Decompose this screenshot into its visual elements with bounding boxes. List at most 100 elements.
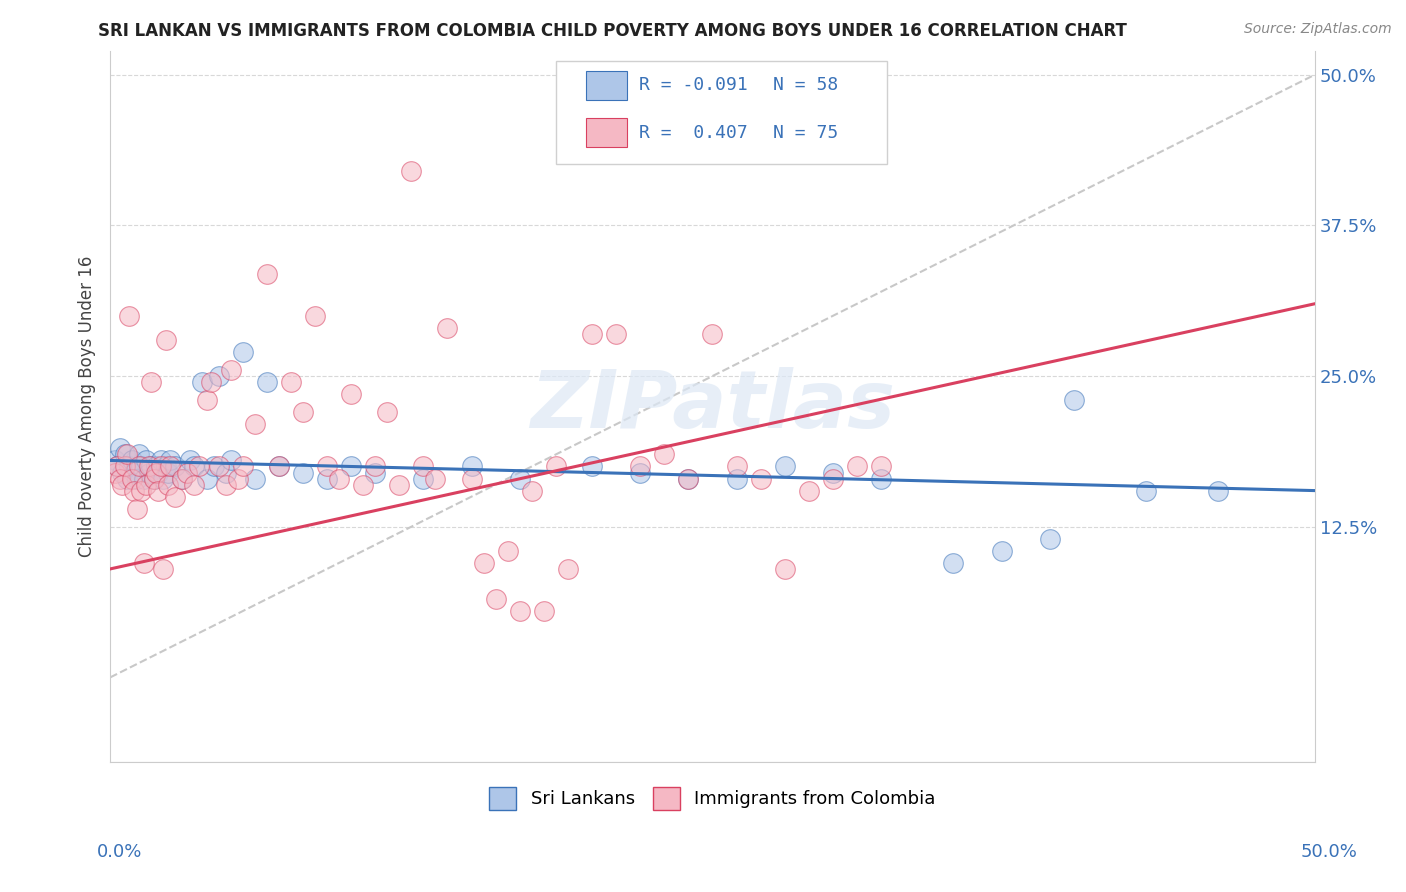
- Point: [138, 466, 160, 480]
- Point: [188, 459, 211, 474]
- Point: [581, 459, 603, 474]
- Point: [190, 375, 212, 389]
- Point: [773, 562, 796, 576]
- Point: [484, 592, 506, 607]
- Point: [1208, 483, 1230, 498]
- Point: [108, 442, 131, 456]
- Point: [232, 345, 254, 359]
- Point: [226, 471, 249, 485]
- Point: [702, 326, 724, 341]
- Point: [104, 453, 127, 467]
- Point: [118, 459, 141, 474]
- Point: [328, 471, 350, 485]
- Text: 50.0%: 50.0%: [1301, 843, 1357, 861]
- Point: [111, 466, 134, 480]
- Text: R = -0.091: R = -0.091: [638, 76, 748, 94]
- Point: [401, 164, 423, 178]
- Point: [135, 453, 157, 467]
- Point: [152, 562, 174, 576]
- Point: [207, 369, 229, 384]
- Point: [195, 471, 218, 485]
- Point: [773, 459, 796, 474]
- Point: [267, 459, 290, 474]
- Point: [195, 393, 218, 408]
- Point: [135, 477, 157, 491]
- Point: [412, 471, 434, 485]
- Point: [121, 471, 143, 485]
- Point: [425, 471, 447, 485]
- Point: [159, 453, 181, 467]
- Point: [148, 483, 170, 498]
- Text: 0.0%: 0.0%: [97, 843, 142, 861]
- Point: [256, 267, 278, 281]
- Point: [460, 459, 482, 474]
- Point: [132, 471, 155, 485]
- Point: [156, 477, 179, 491]
- Point: [155, 459, 177, 474]
- Point: [942, 556, 965, 570]
- Point: [172, 471, 194, 485]
- Point: [148, 466, 170, 480]
- Point: [122, 466, 145, 480]
- Point: [165, 490, 187, 504]
- Point: [990, 544, 1012, 558]
- Point: [364, 466, 387, 480]
- Point: [219, 363, 242, 377]
- Text: Source: ZipAtlas.com: Source: ZipAtlas.com: [1244, 22, 1392, 37]
- Point: [122, 483, 145, 498]
- Point: [267, 459, 290, 474]
- Point: [179, 453, 201, 467]
- Point: [105, 459, 128, 474]
- Point: [533, 604, 555, 618]
- Point: [105, 459, 128, 474]
- Point: [797, 483, 820, 498]
- Point: [155, 333, 177, 347]
- Point: [460, 471, 482, 485]
- Point: [111, 477, 134, 491]
- FancyBboxPatch shape: [586, 70, 627, 100]
- Point: [557, 562, 579, 576]
- Point: [142, 471, 165, 485]
- Point: [280, 375, 302, 389]
- Point: [243, 417, 266, 432]
- Point: [725, 471, 748, 485]
- FancyBboxPatch shape: [555, 62, 887, 164]
- Point: [304, 309, 326, 323]
- Point: [207, 459, 229, 474]
- Point: [749, 471, 772, 485]
- Point: [156, 466, 179, 480]
- Point: [232, 459, 254, 474]
- Point: [128, 459, 150, 474]
- Point: [215, 466, 238, 480]
- Point: [628, 459, 651, 474]
- Point: [152, 471, 174, 485]
- Point: [316, 471, 339, 485]
- Point: [139, 375, 162, 389]
- Point: [821, 471, 844, 485]
- Point: [364, 459, 387, 474]
- Point: [139, 459, 162, 474]
- Point: [159, 459, 181, 474]
- Point: [821, 466, 844, 480]
- Point: [131, 459, 153, 474]
- Point: [149, 459, 172, 474]
- Text: ZIPatlas: ZIPatlas: [530, 368, 896, 445]
- Point: [496, 544, 519, 558]
- Point: [142, 471, 165, 485]
- Point: [520, 483, 543, 498]
- Point: [509, 471, 531, 485]
- Point: [472, 556, 495, 570]
- Point: [1135, 483, 1157, 498]
- Point: [108, 471, 131, 485]
- Point: [581, 326, 603, 341]
- Legend: Sri Lankans, Immigrants from Colombia: Sri Lankans, Immigrants from Colombia: [482, 780, 943, 817]
- Point: [436, 321, 458, 335]
- Point: [340, 387, 363, 401]
- Point: [316, 459, 339, 474]
- Point: [870, 471, 893, 485]
- Point: [1039, 532, 1062, 546]
- Point: [172, 471, 194, 485]
- Point: [115, 471, 138, 485]
- Point: [165, 459, 187, 474]
- Point: [340, 459, 363, 474]
